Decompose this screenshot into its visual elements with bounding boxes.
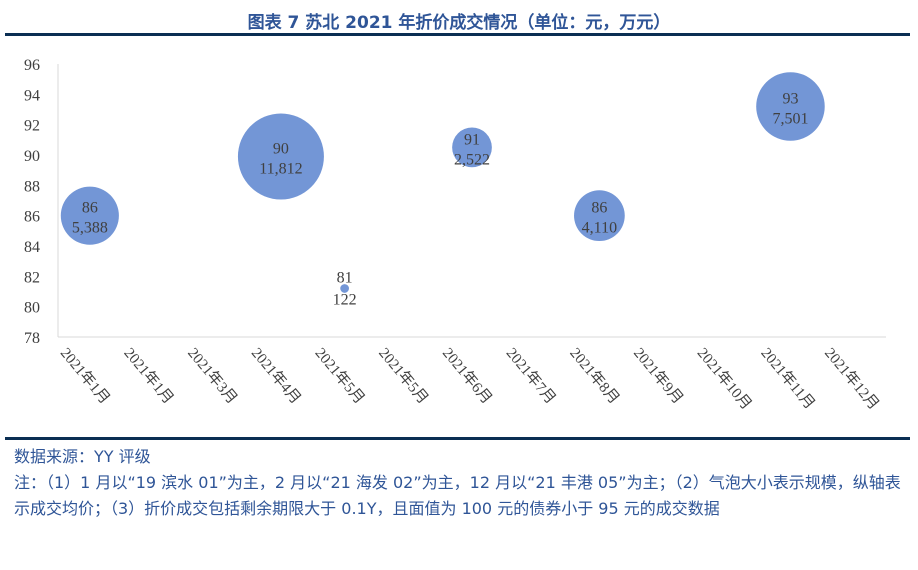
footer-rule: [5, 437, 910, 440]
x-tick-label: 2021年9月: [630, 345, 686, 408]
bubble-size-label: 4,110: [582, 220, 617, 237]
x-tick-label: 2021年5月: [312, 345, 368, 408]
bubble: [574, 190, 625, 242]
bubble-value-label: 91: [464, 131, 480, 148]
x-tick-label: 2021年7月: [503, 345, 559, 408]
title-rule: [5, 33, 910, 36]
y-tick-label: 92: [24, 118, 40, 135]
y-tick-label: 88: [24, 178, 40, 195]
source-text: 数据来源：YY 评级: [14, 447, 151, 466]
bubble-size-label: 7,501: [772, 110, 808, 127]
bubble-value-label: 81: [337, 269, 353, 286]
y-tick-label: 84: [24, 239, 40, 256]
note-text: 注：（1）1 月以“19 滨水 01”为主，2 月以“21 海发 02”为主，1…: [14, 473, 901, 518]
y-tick-label: 96: [24, 57, 40, 74]
x-tick-label: 2021年1月: [57, 345, 113, 408]
bubble-size-label: 122: [333, 291, 357, 308]
x-tick-label: 2021年8月: [566, 345, 622, 408]
bubble: [60, 186, 119, 245]
bubble: [340, 284, 349, 293]
y-tick-label: 86: [24, 209, 40, 226]
bubble-value-label: 86: [591, 200, 607, 217]
bubble-size-label: 5,388: [72, 220, 108, 237]
x-tick-label: 2021年12月: [821, 345, 882, 413]
chart-title: 图表 7 苏北 2021 年折价成交情况（单位：元，万元）: [247, 13, 671, 33]
bubble-value-label: 86: [82, 200, 98, 217]
bubble-size-label: 2,522: [454, 151, 490, 168]
y-tick-label: 90: [24, 148, 40, 165]
bubble-size-label: 11,812: [259, 161, 302, 178]
bubble: [756, 72, 825, 141]
y-tick-label: 82: [24, 269, 40, 286]
x-tick-label: 2021年5月: [375, 345, 431, 408]
x-tick-label: 2021年1月: [120, 345, 176, 408]
bubble: [237, 113, 324, 200]
bubble-value-label: 90: [273, 141, 289, 158]
y-tick-label: 78: [24, 330, 40, 347]
x-tick-label: 2021年11月: [757, 345, 818, 413]
y-tick-label: 94: [24, 87, 40, 104]
x-tick-label: 2021年10月: [694, 345, 755, 413]
bubble-value-label: 93: [782, 90, 798, 107]
x-tick-label: 2021年3月: [184, 345, 240, 408]
x-tick-label: 2021年6月: [439, 345, 495, 408]
bubble: [452, 127, 492, 168]
y-tick-label: 80: [24, 300, 40, 317]
x-tick-label: 2021年4月: [248, 345, 304, 408]
